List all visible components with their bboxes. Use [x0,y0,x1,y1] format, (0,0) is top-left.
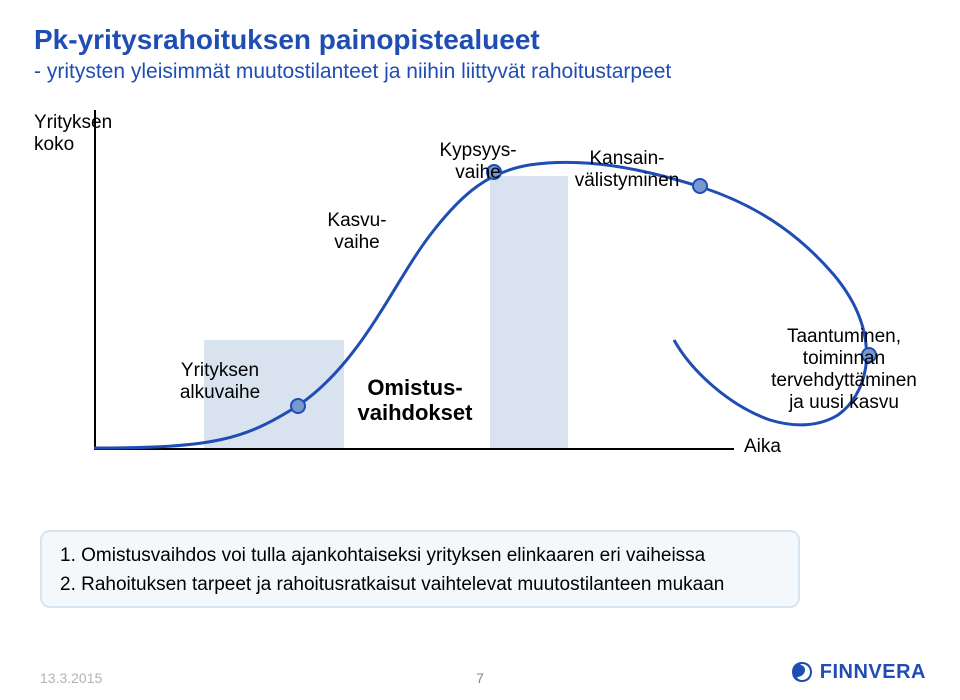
footer: 13.3.2015 7 [40,670,920,686]
finnvera-logo: FINNVERA [790,660,926,684]
logo-text: FINNVERA [820,661,926,684]
bullet-1: 1. Omistusvaihdos voi tulla ajankohtaise… [60,542,780,571]
bullet-box: 1. Omistusvaihdos voi tulla ajankohtaise… [40,530,800,608]
footer-page: 7 [476,670,484,686]
node-intl [693,179,707,193]
x-axis-label: Aika [744,436,781,458]
phase-label-growth: Kasvu-vaihe [312,210,402,254]
slide: Pk-yritysrahoituksen painopistealueet - … [0,0,960,700]
phase-label-early: Yrityksenalkuvaihe [170,360,270,404]
slide-subtitle: - yritysten yleisimmät muutostilanteet j… [34,60,926,84]
slide-title: Pk-yritysrahoituksen painopistealueet [34,22,926,58]
logo-icon [790,660,814,684]
phase-label-downturn: Taantuminen,toiminnantervehdyttäminenja … [754,326,934,413]
phase-label-maturity: Kypsyys-vaihe [428,140,528,184]
bullet-2: 2. Rahoituksen tarpeet ja rahoitusratkai… [60,571,780,600]
footer-date: 13.3.2015 [40,670,102,686]
phase-label-intl: Kansain-välistyminen [562,148,692,192]
node-early [291,399,305,413]
chart-area: Yrityksen koko Yrityksenalkuvaihe Kasvu-… [34,110,926,490]
ownership-change-label: Omistus-vaihdokset [340,376,490,424]
